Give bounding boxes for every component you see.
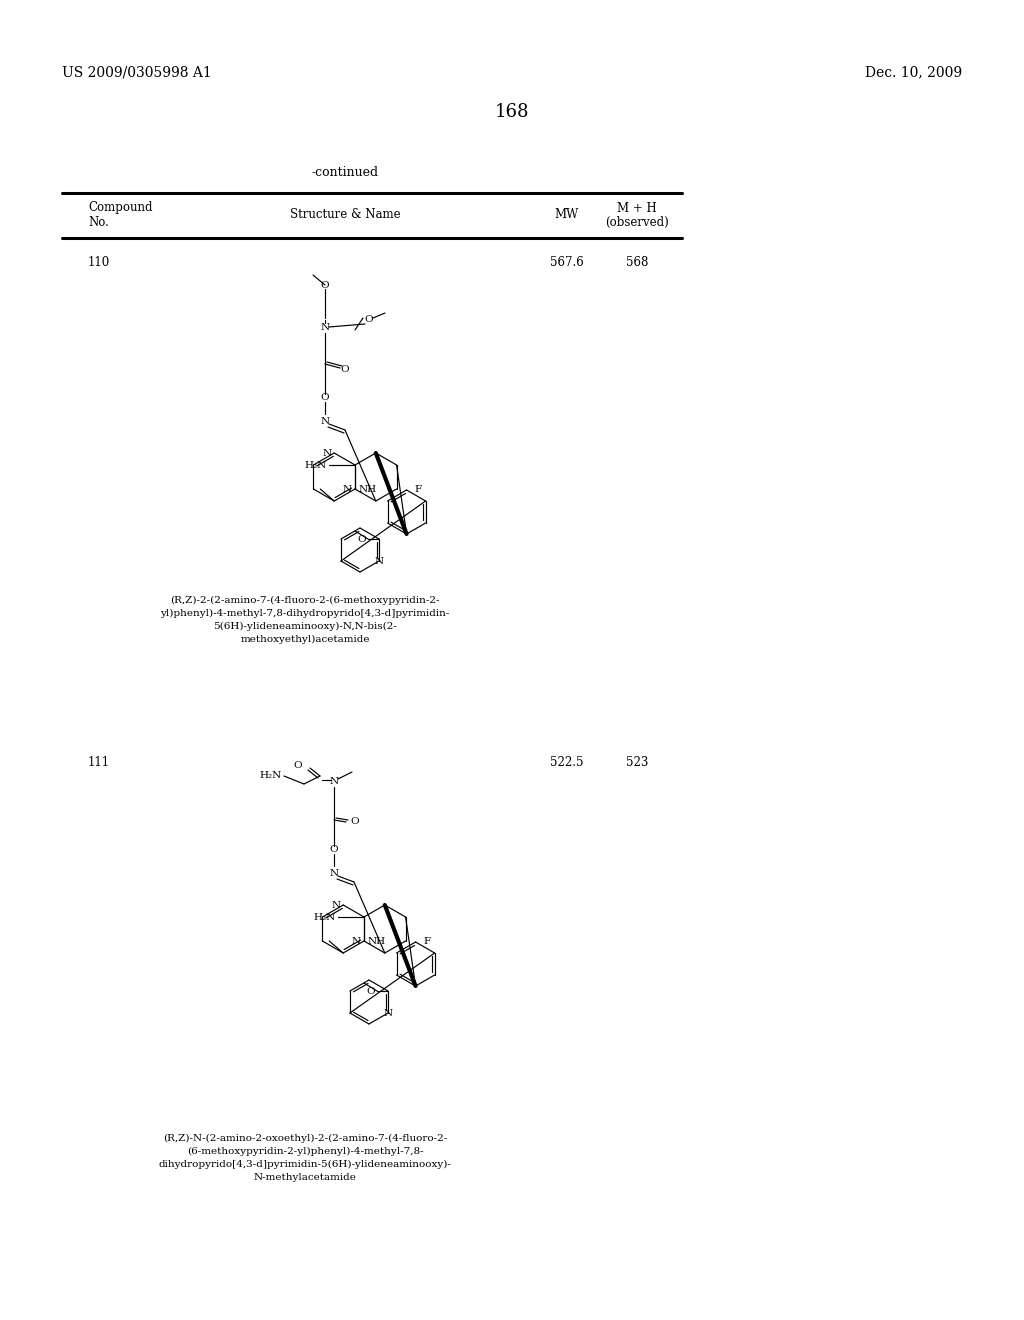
Text: N: N — [384, 1008, 392, 1018]
Text: Compound: Compound — [88, 202, 153, 214]
Text: No.: No. — [88, 215, 109, 228]
Text: NH: NH — [368, 936, 386, 945]
Text: O: O — [350, 817, 358, 826]
Text: (R,Z)-2-(2-amino-7-(4-fluoro-2-(6-methoxypyridin-2-: (R,Z)-2-(2-amino-7-(4-fluoro-2-(6-methox… — [170, 595, 439, 605]
Text: O: O — [321, 281, 330, 289]
Text: 567.6: 567.6 — [550, 256, 584, 268]
Text: H₂N: H₂N — [305, 461, 327, 470]
Text: N: N — [331, 900, 340, 909]
Text: NH: NH — [359, 484, 377, 494]
Text: M + H: M + H — [617, 202, 656, 214]
Text: F: F — [415, 486, 422, 495]
Text: Structure & Name: Structure & Name — [290, 209, 400, 222]
Text: 110: 110 — [88, 256, 111, 268]
Text: 168: 168 — [495, 103, 529, 121]
Text: yl)phenyl)-4-methyl-7,8-dihydropyrido[4,3-d]pyrimidin-: yl)phenyl)-4-methyl-7,8-dihydropyrido[4,… — [161, 609, 450, 618]
Text: O: O — [341, 366, 349, 375]
Text: N: N — [343, 484, 352, 494]
Text: O: O — [367, 986, 375, 995]
Text: dihydropyrido[4,3-d]pyrimidin-5(6H)-ylideneaminooxy)-: dihydropyrido[4,3-d]pyrimidin-5(6H)-ylid… — [159, 1159, 452, 1168]
Text: US 2009/0305998 A1: US 2009/0305998 A1 — [62, 65, 212, 79]
Text: 568: 568 — [626, 256, 648, 268]
Text: O: O — [293, 762, 302, 771]
Text: (6-methoxypyridin-2-yl)phenyl)-4-methyl-7,8-: (6-methoxypyridin-2-yl)phenyl)-4-methyl-… — [186, 1147, 423, 1155]
Text: (R,Z)-N-(2-amino-2-oxoethyl)-2-(2-amino-7-(4-fluoro-2-: (R,Z)-N-(2-amino-2-oxoethyl)-2-(2-amino-… — [163, 1134, 447, 1143]
Text: 522.5: 522.5 — [550, 755, 584, 768]
Text: 111: 111 — [88, 755, 111, 768]
Text: N: N — [352, 936, 361, 945]
Text: O: O — [365, 315, 374, 325]
Text: N: N — [323, 449, 331, 458]
Text: 5(6H)-ylideneaminooxy)-N,N-bis(2-: 5(6H)-ylideneaminooxy)-N,N-bis(2- — [213, 622, 397, 631]
Text: F: F — [424, 937, 431, 946]
Text: -continued: -continued — [311, 165, 379, 178]
Text: O: O — [321, 393, 330, 403]
Text: N: N — [321, 323, 330, 333]
Text: N: N — [321, 417, 330, 426]
Text: N: N — [375, 557, 384, 565]
Text: MW: MW — [555, 209, 580, 222]
Text: 523: 523 — [626, 755, 648, 768]
Text: N-methylacetamide: N-methylacetamide — [254, 1172, 356, 1181]
Text: H₂N: H₂N — [260, 771, 282, 780]
Text: H₂N: H₂N — [313, 912, 336, 921]
Text: O: O — [357, 535, 366, 544]
Text: O: O — [330, 846, 338, 854]
Text: (observed): (observed) — [605, 215, 669, 228]
Text: Dec. 10, 2009: Dec. 10, 2009 — [865, 65, 962, 79]
Text: N: N — [330, 870, 339, 879]
Text: N: N — [330, 777, 339, 787]
Text: methoxyethyl)acetamide: methoxyethyl)acetamide — [241, 635, 370, 644]
